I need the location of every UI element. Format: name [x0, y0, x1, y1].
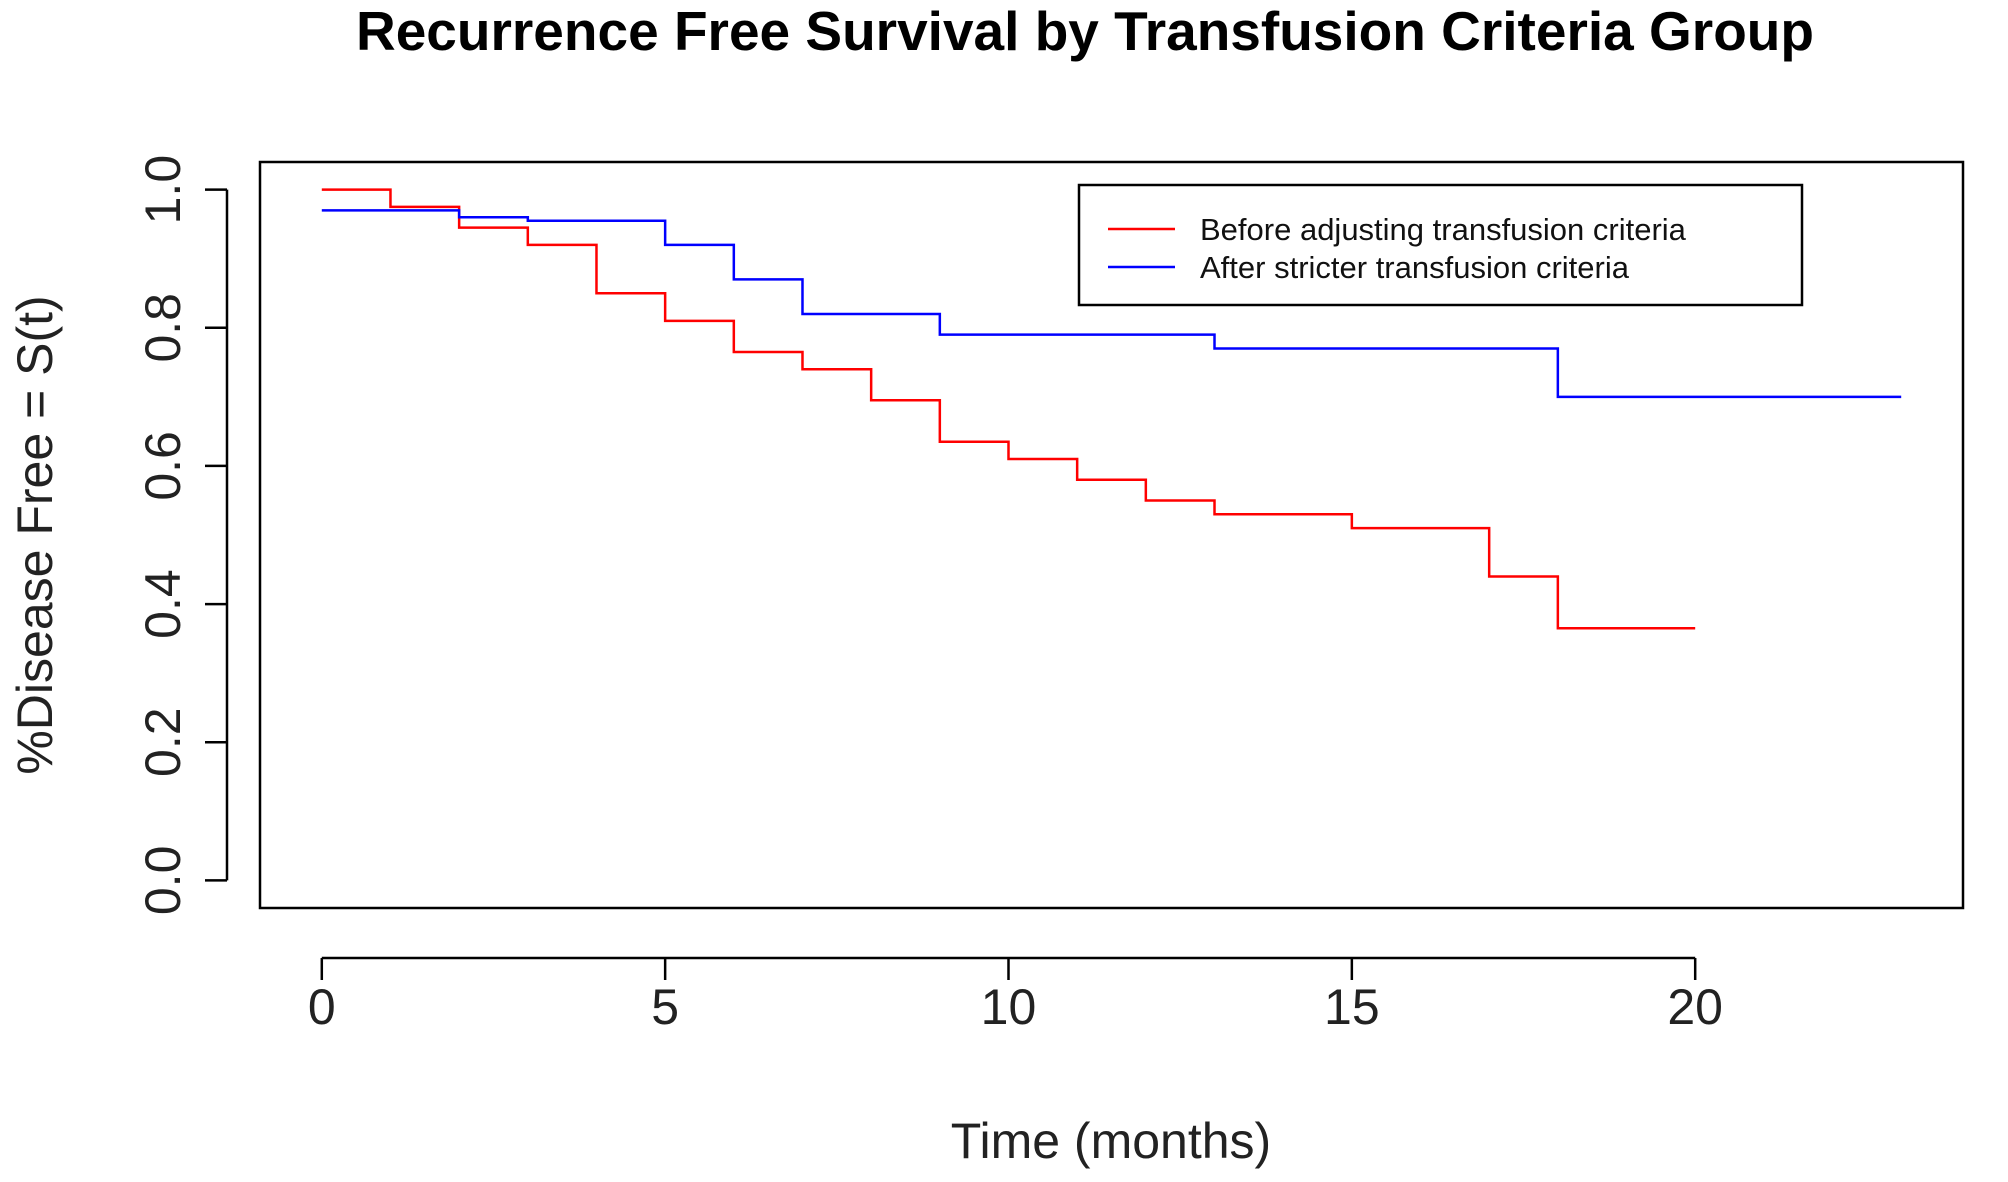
x-tick-label: 5	[651, 979, 679, 1035]
y-tick-label: 0.6	[135, 431, 191, 501]
y-tick-label: 0.0	[135, 846, 191, 916]
y-tick-label: 0.2	[135, 707, 191, 777]
series-line-1	[321, 209, 1902, 399]
chart-title: Recurrence Free Survival by Transfusion …	[356, 0, 1814, 62]
plot-frame	[258, 160, 1965, 910]
y-axis: 0.0 0.2 0.4 0.6 0.8 1.0	[135, 155, 229, 916]
y-tick-label: 0.4	[135, 569, 191, 639]
legend: Before adjusting transfusion criteria Af…	[1077, 183, 1804, 307]
legend-label-after: After stricter transfusion criteria	[1200, 250, 1630, 285]
x-tick-label: 10	[981, 979, 1037, 1035]
y-tick-label: 0.8	[135, 293, 191, 363]
x-tick-label: 20	[1667, 979, 1723, 1035]
x-tick-label: 0	[308, 979, 336, 1035]
y-tick-label: 1.0	[135, 155, 191, 225]
x-axis: 0 5 10 15 20	[308, 956, 1723, 1035]
y-axis-label: %Disease Free = S(t)	[7, 295, 63, 774]
series-line-0	[321, 188, 1696, 630]
x-axis-label: Time (months)	[951, 1113, 1271, 1169]
legend-box	[1077, 183, 1804, 307]
series-layer	[321, 188, 1902, 630]
x-tick-label: 15	[1324, 979, 1380, 1035]
legend-label-before: Before adjusting transfusion criteria	[1200, 212, 1687, 247]
